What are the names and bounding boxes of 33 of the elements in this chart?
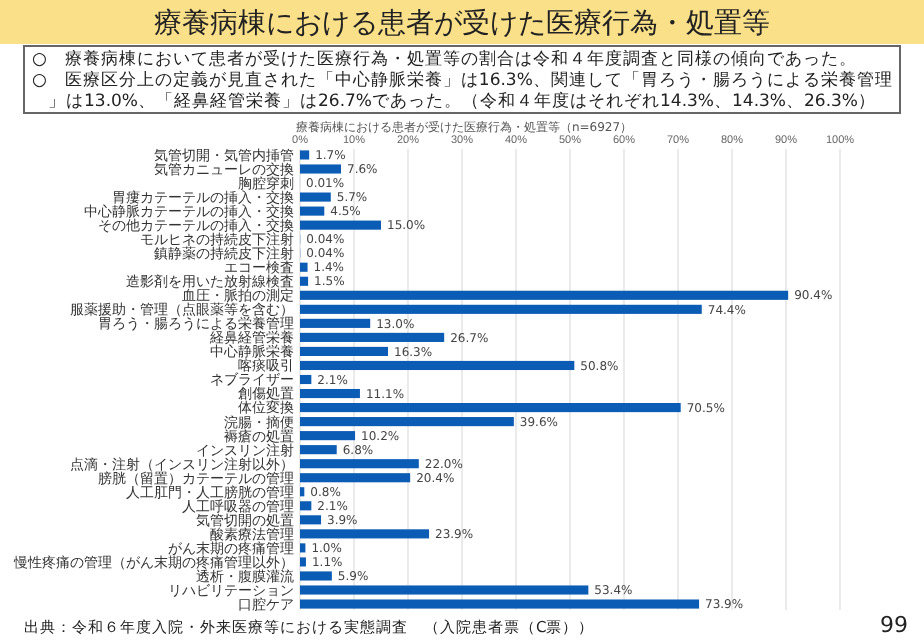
text: ○ 療養病棟において患者が受けた医療行為・処置等の割合は令和４年度調査と同様の傾向であった。 bbox=[32, 48, 857, 70]
text: ○ 医療区分上の定義が見直された「中心静脈栄養」は16.3%、関連して「胃ろう・腸ろうによる栄養管理」は13.0%、「経鼻経管栄養」は26.7%であった。（令和４年度はそれぞれ14.3%、14.3%、26.3%） bbox=[32, 69, 893, 112]
bar bbox=[300, 543, 306, 553]
bar bbox=[300, 290, 789, 300]
bar bbox=[300, 318, 371, 328]
bar bbox=[300, 431, 356, 441]
bar bbox=[300, 388, 360, 399]
bar bbox=[300, 557, 306, 567]
bar bbox=[300, 599, 700, 609]
bar bbox=[300, 374, 312, 385]
bar bbox=[300, 585, 589, 595]
bar bbox=[300, 150, 310, 160]
bar bbox=[300, 403, 681, 413]
bar bbox=[300, 192, 331, 202]
bar bbox=[300, 346, 389, 356]
text: 99 bbox=[880, 612, 908, 638]
chart-title: 療養病棟における患者が受けた医療行為・処置等 bbox=[154, 8, 770, 40]
bar bbox=[300, 417, 514, 427]
bar bbox=[300, 262, 308, 272]
bar bbox=[300, 571, 332, 581]
bar bbox=[300, 473, 411, 483]
bar bbox=[300, 332, 445, 342]
bar bbox=[300, 220, 381, 230]
bar bbox=[300, 529, 430, 539]
bar bbox=[300, 304, 702, 314]
bar bbox=[300, 445, 337, 455]
bar bbox=[300, 360, 575, 371]
bar bbox=[300, 164, 342, 174]
bar bbox=[300, 459, 419, 469]
bar bbox=[300, 515, 322, 525]
bar bbox=[300, 276, 309, 286]
bar bbox=[300, 206, 325, 216]
bar bbox=[300, 501, 312, 511]
